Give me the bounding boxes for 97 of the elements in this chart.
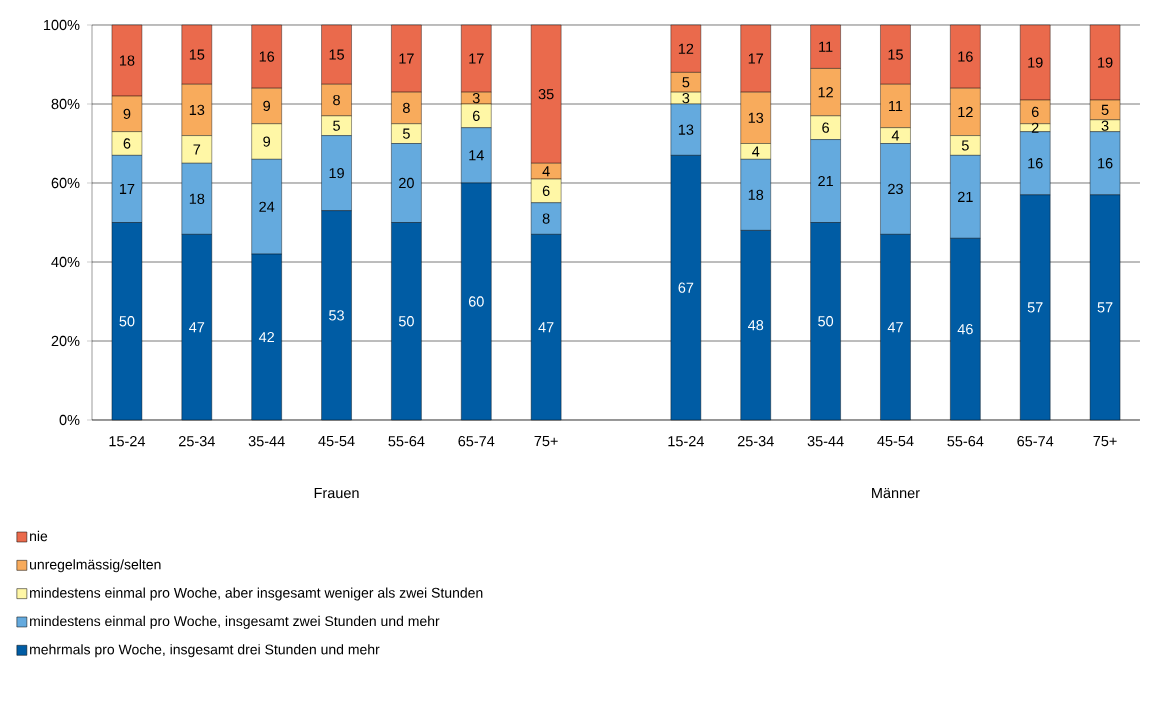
data-label: 5	[682, 77, 690, 88]
x-tick-label: 65-74	[458, 436, 495, 447]
data-label: 18	[119, 55, 135, 66]
data-label: 8	[542, 213, 550, 224]
y-tick-label: 40%	[51, 256, 80, 268]
x-tick-label: 25-34	[737, 436, 774, 447]
data-label: 9	[123, 108, 131, 119]
data-label: 35	[538, 88, 554, 100]
x-tick-label: 75+	[534, 436, 558, 447]
x-tick-label: 65-74	[1017, 436, 1054, 447]
data-label: 4	[891, 130, 900, 141]
data-label: 20	[399, 177, 414, 189]
legend-label: nie	[30, 530, 48, 542]
x-tick-label: 55-64	[388, 436, 425, 447]
data-label: 7	[193, 144, 201, 155]
data-label: 12	[678, 43, 694, 54]
data-label: 50	[818, 316, 834, 327]
data-label: 17	[399, 53, 414, 64]
data-label: 21	[818, 175, 833, 187]
x-tick-label: 45-54	[318, 436, 355, 447]
x-tick-label: 35-44	[807, 436, 844, 447]
data-label: 6	[123, 138, 131, 149]
data-label: 6	[472, 110, 480, 121]
data-label: 18	[748, 189, 764, 200]
x-tick-label: 55-64	[947, 436, 984, 447]
data-label: 3	[472, 92, 480, 104]
data-label: 5	[333, 120, 340, 131]
data-label: 3	[682, 92, 690, 104]
data-label: 19	[1098, 57, 1113, 68]
data-label: 21	[958, 191, 973, 202]
data-label: 5	[402, 128, 410, 139]
data-label: 14	[469, 150, 484, 161]
data-label: 17	[469, 53, 484, 64]
data-label: 13	[678, 124, 694, 135]
data-label: 15	[329, 49, 344, 60]
text: Männer	[872, 488, 920, 499]
x-tick-label: 25-34	[179, 436, 215, 447]
data-label: 50	[398, 316, 414, 327]
legend-label: mehrmals pro Woche, insgesamt drei Stunden und mehr	[30, 644, 380, 658]
x-tick-label: 45-54	[877, 436, 914, 447]
data-label: 5	[961, 140, 969, 151]
data-label: 4	[542, 166, 550, 177]
data-label: 60	[468, 296, 484, 307]
data-label: 57	[1097, 302, 1113, 313]
data-label: 11	[819, 41, 833, 52]
data-label: 9	[263, 100, 271, 112]
data-label: 50	[119, 316, 135, 327]
legend-label: unregelmässig/selten	[30, 559, 161, 573]
data-label: 57	[1027, 302, 1043, 313]
data-label: 18	[189, 193, 205, 204]
data-label: 67	[678, 282, 694, 293]
data-label: 2	[1031, 122, 1039, 133]
data-label: 4	[752, 146, 760, 157]
text: Frauen	[314, 488, 359, 499]
y-tick-label: 80%	[51, 98, 80, 110]
data-label: 46	[957, 324, 973, 335]
data-label: 9	[263, 136, 271, 147]
data-label: 11	[889, 100, 903, 111]
y-tick-label: 20%	[51, 335, 80, 347]
data-label: 5	[1101, 104, 1109, 115]
data-label: 53	[329, 310, 344, 321]
data-label: 23	[888, 183, 903, 195]
data-label: 17	[748, 53, 764, 64]
data-label: 16	[958, 51, 973, 62]
data-label: 12	[818, 87, 833, 98]
data-label: 48	[748, 320, 764, 331]
data-label: 12	[958, 106, 973, 117]
x-tick-label: 35-44	[248, 436, 285, 447]
data-label: 17	[119, 183, 135, 194]
x-tick-label: 15-24	[109, 436, 146, 447]
data-label: 6	[1031, 106, 1039, 118]
data-label: 24	[259, 201, 275, 212]
data-label: 8	[403, 102, 410, 114]
data-label: 3	[1101, 120, 1109, 131]
data-label: 16	[1028, 158, 1043, 169]
legend-label: mindestens einmal pro Woche, insgesamt zwei Stunden und mehr	[30, 615, 440, 629]
data-label: 16	[259, 51, 275, 62]
data-label: 6	[542, 185, 550, 197]
data-label: 8	[333, 94, 340, 106]
data-label: 6	[822, 122, 829, 133]
data-label: 13	[189, 104, 205, 116]
data-label: 42	[258, 331, 275, 343]
data-label: 15	[189, 49, 205, 60]
data-label: 19	[1028, 57, 1043, 68]
data-label: 47	[887, 322, 903, 333]
data-label: 16	[1098, 158, 1113, 169]
legend-label: mindestens einmal pro Woche, aber insgesamt weniger als zwei Stunden	[30, 587, 483, 601]
data-label: 47	[538, 322, 554, 333]
data-label: 15	[888, 49, 903, 60]
x-tick-label: 15-24	[668, 436, 704, 447]
data-label: 19	[329, 167, 344, 179]
y-tick-label: 0%	[59, 414, 80, 426]
x-tick-label: 75+	[1093, 436, 1117, 447]
y-tick-label: 60%	[51, 177, 80, 189]
data-label: 47	[189, 322, 205, 333]
y-tick-label: 100%	[43, 19, 80, 31]
data-label: 13	[748, 112, 764, 123]
